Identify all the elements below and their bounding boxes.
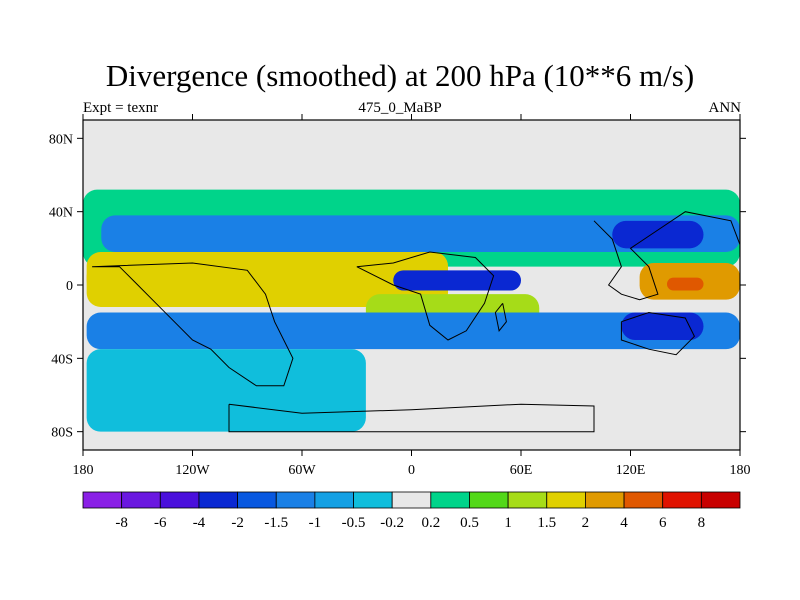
divergence-field <box>83 120 740 450</box>
colorbar-swatch-7 <box>353 491 393 509</box>
central-dark-blue <box>393 270 521 291</box>
y-tick-label-2: 0 <box>66 279 73 294</box>
colorbar-label-10: 1 <box>504 515 512 531</box>
colorbar-label-6: -0.5 <box>342 515 366 531</box>
x-tick-label-4: 60E <box>510 463 533 478</box>
map-axes: 180 120W 60W 0 60E 120E 180 80N 40N 0 40S 80S <box>49 114 751 478</box>
coastline-1 <box>356 251 495 341</box>
x-tick-label-6: 180 <box>730 463 751 478</box>
colorbar-swatch-2 <box>159 491 200 509</box>
colorbar-label-0: -8 <box>115 515 128 531</box>
colorbar-label-3: -2 <box>231 515 244 531</box>
y-tick-label-4: 80S <box>51 426 73 441</box>
colorbar-swatch-12 <box>546 491 586 509</box>
y-tick-label-3: 40S <box>51 352 73 367</box>
colorbar-swatch-1 <box>121 491 161 509</box>
colorbar-label-5: -1 <box>309 515 322 531</box>
colorbar-label-9: 0.5 <box>460 515 479 531</box>
x-tick-label-3: 0 <box>408 463 415 478</box>
colorbar-swatch-6 <box>314 491 354 509</box>
colorbar-swatch-0 <box>82 491 123 509</box>
colorbar-swatch-3 <box>198 491 238 509</box>
southern-light-blue <box>86 349 366 432</box>
east-pacific-red <box>667 277 704 291</box>
colorbar-swatch-14 <box>623 491 664 509</box>
period-label: 475_0_MaBP <box>358 100 442 116</box>
equatorial-yellow-band <box>86 252 449 307</box>
colorbar-label-12: 2 <box>582 515 590 531</box>
y-tick-label-1: 40N <box>49 206 73 221</box>
colorbar-label-11: 1.5 <box>537 515 556 531</box>
colorbar-label-13: 4 <box>620 515 628 531</box>
colorbar-swatch-15 <box>662 491 702 509</box>
colorbar-label-2: -4 <box>193 515 206 531</box>
x-tick-label-2: 60W <box>288 463 316 478</box>
colorbar-swatch-13 <box>585 491 625 509</box>
coastline-3 <box>620 311 696 356</box>
colorbar-label-4: -1.5 <box>264 515 288 531</box>
northwest-pacific-dark-blue <box>612 220 704 249</box>
northern-blue-band <box>101 215 740 252</box>
chart-title: Divergence (smoothed) at 200 hPa (10**6 … <box>105 58 695 93</box>
southern-blue-band <box>86 312 740 350</box>
x-tick-label-5: 120E <box>616 463 646 478</box>
x-tick-label-1: 120W <box>175 463 210 478</box>
season-label: ANN <box>708 100 742 116</box>
colorbar-label-7: -0.2 <box>380 515 404 531</box>
colorbar-swatch-4 <box>237 491 277 509</box>
colorbar-swatch-9 <box>430 491 470 509</box>
coastline-4 <box>228 403 595 433</box>
coastline-outlines <box>92 211 740 433</box>
colorbar: -8 -6 -4 -2 -1.5 -1 -0.5 -0.2 0.2 0.5 1 1.5 2 4 6 8 <box>82 491 741 531</box>
southwest-pacific-dark-blue <box>621 312 704 340</box>
coastline-0 <box>92 262 294 387</box>
colorbar-swatch-8 <box>391 491 432 509</box>
colorbar-swatch-11 <box>507 491 548 509</box>
x-tick-label-0: 180 <box>73 463 94 478</box>
y-tick-label-0: 80N <box>49 132 73 147</box>
experiment-label: Expt = texnr <box>83 100 159 116</box>
colorbar-label-14: 6 <box>659 515 667 531</box>
colorbar-swatch-10 <box>469 491 509 509</box>
colorbar-label-8: 0.2 <box>421 515 440 531</box>
coastline-2 <box>593 211 740 301</box>
colorbar-label-1: -6 <box>154 515 167 531</box>
colorbar-label-15: 8 <box>698 515 706 531</box>
colorbar-swatch-16 <box>700 491 741 509</box>
colorbar-swatch-5 <box>275 491 316 509</box>
coastline-5 <box>494 302 507 332</box>
